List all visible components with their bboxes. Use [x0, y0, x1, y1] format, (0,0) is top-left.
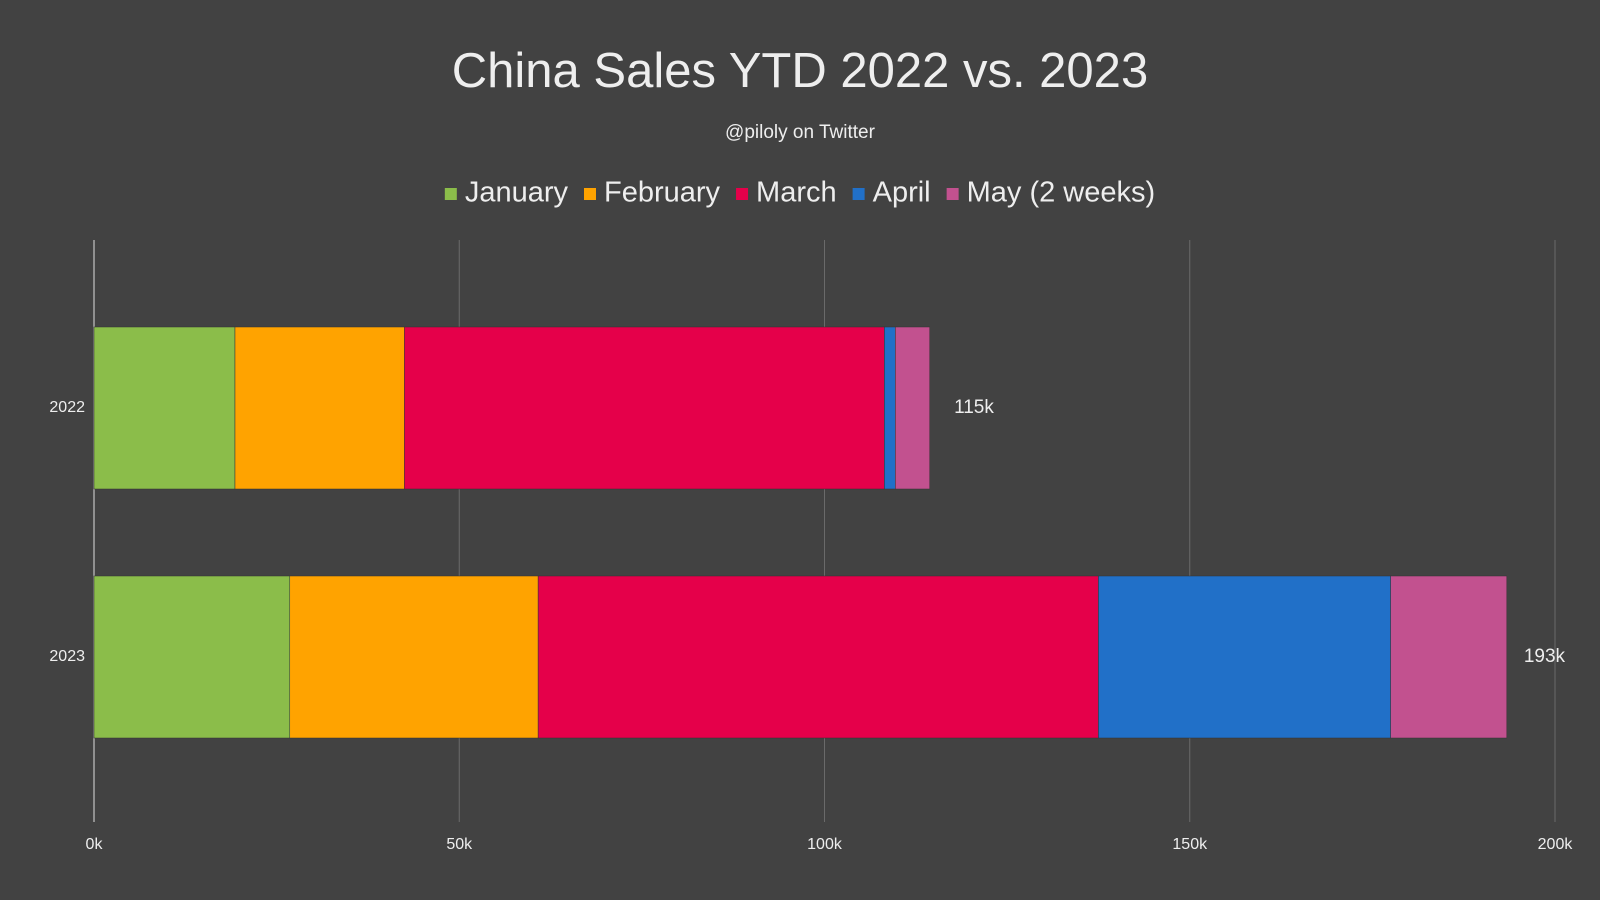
bar-segment [93, 326, 236, 490]
legend-swatch [946, 188, 959, 200]
x-tick-label: 50k [446, 836, 473, 853]
legend-label: April [873, 177, 931, 209]
chart-subtitle: @piloly on Twitter [725, 122, 876, 143]
bar-segment [895, 326, 930, 490]
legend-swatch [444, 188, 457, 200]
legend-label: May (2 weeks) [967, 177, 1156, 209]
x-tick-label: 200k [1538, 836, 1574, 853]
bar-segment [289, 575, 539, 739]
legend-label: March [756, 177, 837, 209]
bar-segment [404, 326, 885, 490]
total-label: 193k [1524, 646, 1566, 667]
bar-segment [1390, 575, 1508, 739]
legend-swatch [736, 188, 749, 200]
y-tick-label: 2023 [49, 648, 85, 665]
y-tick-label: 2022 [49, 399, 85, 416]
legend-swatch [583, 188, 596, 200]
legend: January February March April May (2 weeks) [444, 177, 1156, 209]
bar-segment [234, 326, 405, 490]
bar-segment [93, 575, 291, 739]
legend-label: January [465, 177, 569, 209]
total-label: 115k [954, 397, 994, 418]
bar-segment [1098, 575, 1391, 739]
legend-label: February [604, 177, 721, 209]
x-tick-label: 0k [86, 836, 104, 853]
bar-segment [884, 326, 896, 490]
x-tick-label: 150k [1172, 836, 1208, 853]
legend-swatch [852, 188, 865, 200]
x-tick-label: 100k [807, 836, 843, 853]
chart-title: China Sales YTD 2022 vs. 2023 [452, 44, 1148, 98]
bar-segment [537, 575, 1099, 739]
